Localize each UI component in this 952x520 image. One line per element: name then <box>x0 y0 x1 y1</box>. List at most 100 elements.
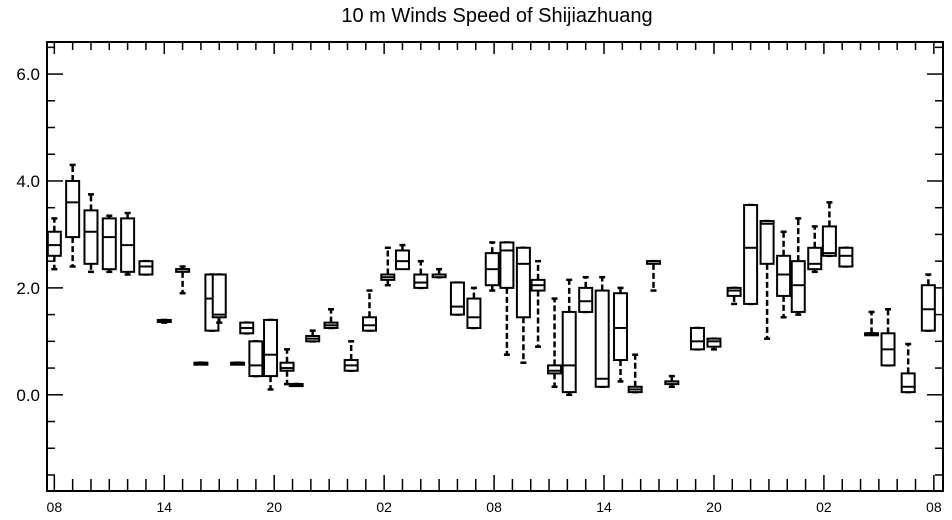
box-item <box>175 265 191 295</box>
box-iqr <box>361 316 377 332</box>
box-item <box>578 275 594 314</box>
box-item <box>838 246 854 268</box>
x-tick-label: 20 <box>706 499 722 515</box>
box-iqr <box>821 225 837 257</box>
box-item <box>431 267 447 279</box>
box-item <box>466 286 482 330</box>
box-item <box>645 259 661 292</box>
x-tick-label: 08 <box>486 499 502 515</box>
box-iqr <box>515 246 531 319</box>
box-item <box>561 278 577 397</box>
x-tick-label: 20 <box>266 499 282 515</box>
x-tick-label: 14 <box>596 499 612 515</box>
x-tick-label: 02 <box>376 499 392 515</box>
box-iqr <box>726 286 742 297</box>
box-item <box>821 201 837 258</box>
box-item <box>706 337 722 351</box>
box-item <box>263 318 279 391</box>
box-item <box>193 361 209 366</box>
box-item <box>46 217 62 271</box>
y-axis: 0.0 2.0 4.0 6.0 <box>16 46 943 476</box>
y-tick-label: 6.0 <box>16 65 40 84</box>
box-item <box>413 259 429 290</box>
x-tick-label: 08 <box>47 499 63 515</box>
box-iqr <box>413 273 429 289</box>
box-iqr <box>920 284 936 332</box>
box-iqr <box>900 372 916 394</box>
y-tick-label: 2.0 <box>16 279 40 298</box>
box-item <box>361 289 377 332</box>
box-item <box>664 374 680 389</box>
box-iqr <box>449 281 465 316</box>
box-item <box>156 318 172 324</box>
box-iqr <box>211 273 227 319</box>
y-tick-label: 0.0 <box>16 386 40 405</box>
box-iqr <box>594 289 610 388</box>
box-iqr <box>263 318 279 378</box>
box-item <box>743 203 759 306</box>
box-item <box>380 246 396 287</box>
box-item <box>288 382 304 388</box>
box-item <box>776 230 792 319</box>
box-item <box>530 259 546 348</box>
box-item <box>343 340 359 372</box>
box-item <box>594 275 610 389</box>
box-item <box>211 273 227 324</box>
box-iqr <box>138 260 154 276</box>
box-iqr <box>838 246 854 268</box>
x-tick-label: 14 <box>156 499 172 515</box>
box-iqr <box>689 326 705 351</box>
box-item <box>230 361 246 366</box>
box-iqr <box>46 230 62 257</box>
box-item <box>726 286 742 306</box>
box-iqr <box>759 220 775 265</box>
box-iqr <box>547 364 563 375</box>
x-tick-label: 02 <box>816 499 832 515</box>
box-item <box>807 225 823 274</box>
box-item <box>920 273 936 332</box>
box-series <box>46 163 936 397</box>
box-iqr <box>776 254 792 297</box>
box-iqr <box>466 297 482 329</box>
box-item <box>138 259 154 276</box>
y-tick-label: 4.0 <box>16 172 40 191</box>
box-item <box>248 340 264 378</box>
box-iqr <box>101 217 117 271</box>
box-item <box>790 217 806 316</box>
x-tick-label: 08 <box>926 499 942 515</box>
chart-title: 10 m Winds Speed of Shijiazhuang <box>341 5 652 27</box>
box-item <box>120 211 136 276</box>
box-iqr <box>743 204 759 305</box>
x-axis: 08 14 20 02 08 14 20 02 08 <box>47 42 942 515</box>
plot-area-frame <box>46 41 944 492</box>
box-item <box>239 321 255 335</box>
box-item <box>83 193 99 274</box>
box-item <box>65 163 81 268</box>
box-iqr <box>790 260 806 313</box>
box-item <box>547 297 563 389</box>
box-item <box>323 308 339 330</box>
box-item <box>759 219 775 340</box>
box-item <box>499 241 515 356</box>
box-iqr <box>613 292 629 362</box>
box-iqr <box>65 179 81 239</box>
box-item <box>279 348 295 386</box>
box-item <box>900 342 916 394</box>
box-iqr <box>248 340 264 378</box>
box-iqr <box>394 249 410 271</box>
box-item <box>394 243 410 271</box>
box-iqr <box>83 209 99 265</box>
box-item <box>613 286 629 383</box>
box-item <box>880 308 896 367</box>
box-item <box>449 281 465 316</box>
box-iqr <box>578 286 594 313</box>
box-item <box>515 246 531 364</box>
box-item <box>689 326 705 351</box>
box-item <box>864 310 880 337</box>
box-iqr <box>706 337 722 348</box>
box-iqr <box>561 310 577 394</box>
box-item <box>101 214 117 274</box>
box-item <box>627 353 643 394</box>
box-iqr <box>279 361 295 372</box>
